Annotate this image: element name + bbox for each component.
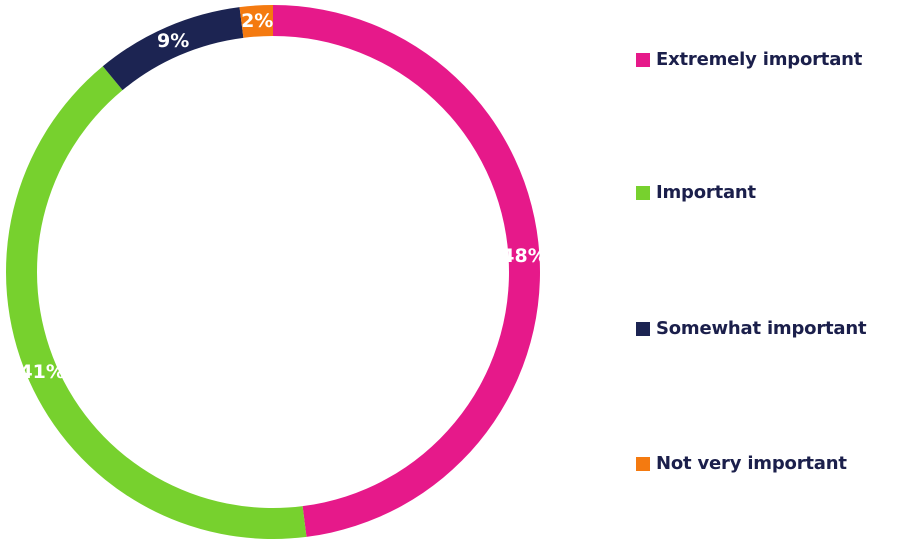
donut-slices xyxy=(6,4,541,539)
legend-label-not-very-important: Not very important xyxy=(656,453,847,474)
slice-labels: 48% 41% 9% 2% xyxy=(19,10,546,383)
legend-swatch-not-very-important xyxy=(636,456,650,471)
slice-label-extremely-important: 48% xyxy=(501,245,546,267)
legend-swatch-somewhat-important xyxy=(636,321,650,336)
slice-label-not-very-important: 2% xyxy=(241,10,273,32)
slice-label-somewhat-important: 9% xyxy=(157,30,189,52)
legend-label-somewhat-important: Somewhat important xyxy=(656,318,867,339)
legend-item-important[interactable]: Important xyxy=(636,182,756,203)
slice-label-important: 41% xyxy=(19,361,64,383)
slice-somewhat-important[interactable] xyxy=(102,7,244,91)
legend-swatch-extremely-important xyxy=(636,52,650,67)
slice-extremely-important[interactable] xyxy=(273,4,541,537)
legend-item-somewhat-important[interactable]: Somewhat important xyxy=(636,318,867,339)
legend-label-extremely-important: Extremely important xyxy=(656,49,863,70)
legend-label-important: Important xyxy=(656,182,756,203)
slice-important[interactable] xyxy=(6,66,307,539)
slice-not-very-important[interactable] xyxy=(239,5,273,38)
legend-item-not-very-important[interactable]: Not very important xyxy=(636,453,847,474)
legend-item-extremely-important[interactable]: Extremely important xyxy=(636,49,862,70)
legend-swatch-important xyxy=(636,185,650,200)
chart-legend: Extremely important Important Somewhat i… xyxy=(636,0,922,539)
